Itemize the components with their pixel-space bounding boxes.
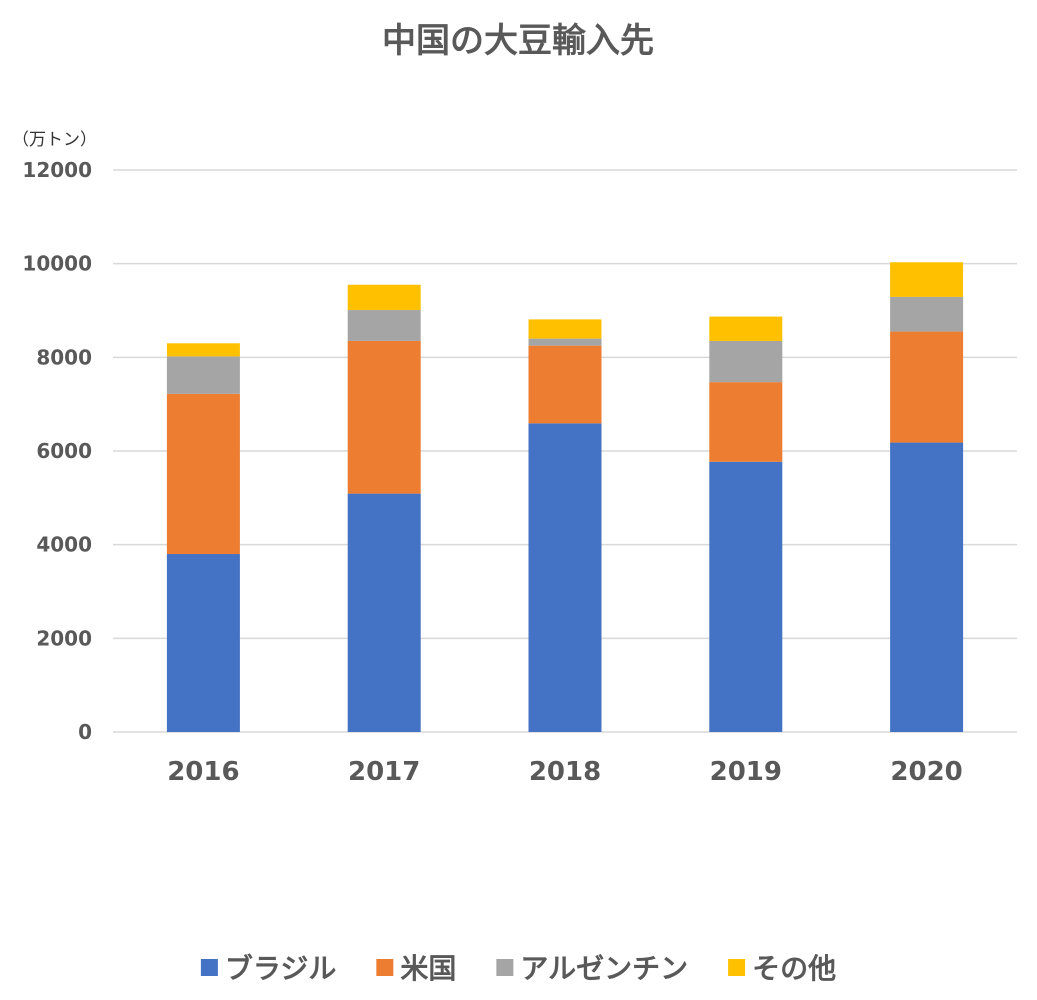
bar-2020-series-1	[890, 331, 964, 443]
legend-item: アルゼンチン	[496, 952, 688, 985]
legend-swatch	[496, 959, 514, 976]
x-tick-label: 2017	[348, 757, 420, 787]
y-tick-label: 12000	[22, 158, 92, 182]
x-axis-ticks: 2016 2017 2018 2019 2020	[167, 757, 963, 787]
bar-2019-series-2	[709, 340, 783, 383]
bar-2017-series-2	[347, 310, 421, 341]
bar-2020-series-2	[890, 296, 964, 332]
y-axis-ticks: 0 2000 4000 6000 8000 10000 12000	[22, 158, 92, 744]
bar-2016-series-2	[166, 356, 240, 394]
bar-2017-series-3	[347, 284, 421, 311]
x-tick-label: 2020	[890, 757, 962, 787]
legend-label: アルゼンチン	[520, 952, 688, 985]
x-tick-label: 2019	[710, 757, 782, 787]
legend: ブラジル 米国 アルゼンチン その他	[200, 952, 836, 985]
legend-label: その他	[752, 952, 836, 985]
legend-item: ブラジル	[200, 952, 336, 985]
bar-2018-series-2	[528, 338, 602, 346]
bar-2019-series-1	[709, 382, 783, 462]
x-tick-label: 2016	[167, 757, 239, 787]
bar-2018-series-1	[528, 345, 602, 424]
bar-2020-series-3	[890, 262, 964, 297]
bar-2019-series-0	[709, 461, 783, 732]
bars	[166, 262, 964, 732]
legend-swatch	[200, 959, 218, 976]
legend-item: その他	[728, 952, 836, 985]
y-axis-unit-label: （万トン）	[12, 130, 97, 150]
bar-2017-series-0	[347, 493, 421, 732]
y-tick-label: 8000	[36, 345, 92, 369]
legend-label: 米国	[400, 952, 456, 985]
bar-2016-series-0	[166, 554, 240, 732]
legend-swatch	[728, 959, 746, 976]
bar-2019-series-3	[709, 316, 783, 341]
y-tick-label: 0	[78, 720, 92, 744]
bar-2016-series-1	[166, 393, 240, 555]
legend-swatch	[376, 959, 394, 976]
y-tick-label: 6000	[36, 439, 92, 463]
y-tick-label: 10000	[22, 252, 92, 276]
bar-2016-series-3	[166, 343, 240, 357]
bar-2020-series-0	[890, 442, 964, 732]
x-tick-label: 2018	[529, 757, 601, 787]
y-tick-label: 4000	[36, 533, 92, 557]
bar-2018-series-0	[528, 423, 602, 732]
legend-item: 米国	[376, 952, 456, 985]
legend-label: ブラジル	[225, 952, 336, 985]
y-tick-label: 2000	[36, 626, 92, 650]
bar-2018-series-3	[528, 319, 602, 339]
bar-2017-series-1	[347, 340, 421, 494]
chart-title: 中国の大豆輸入先	[382, 21, 654, 61]
